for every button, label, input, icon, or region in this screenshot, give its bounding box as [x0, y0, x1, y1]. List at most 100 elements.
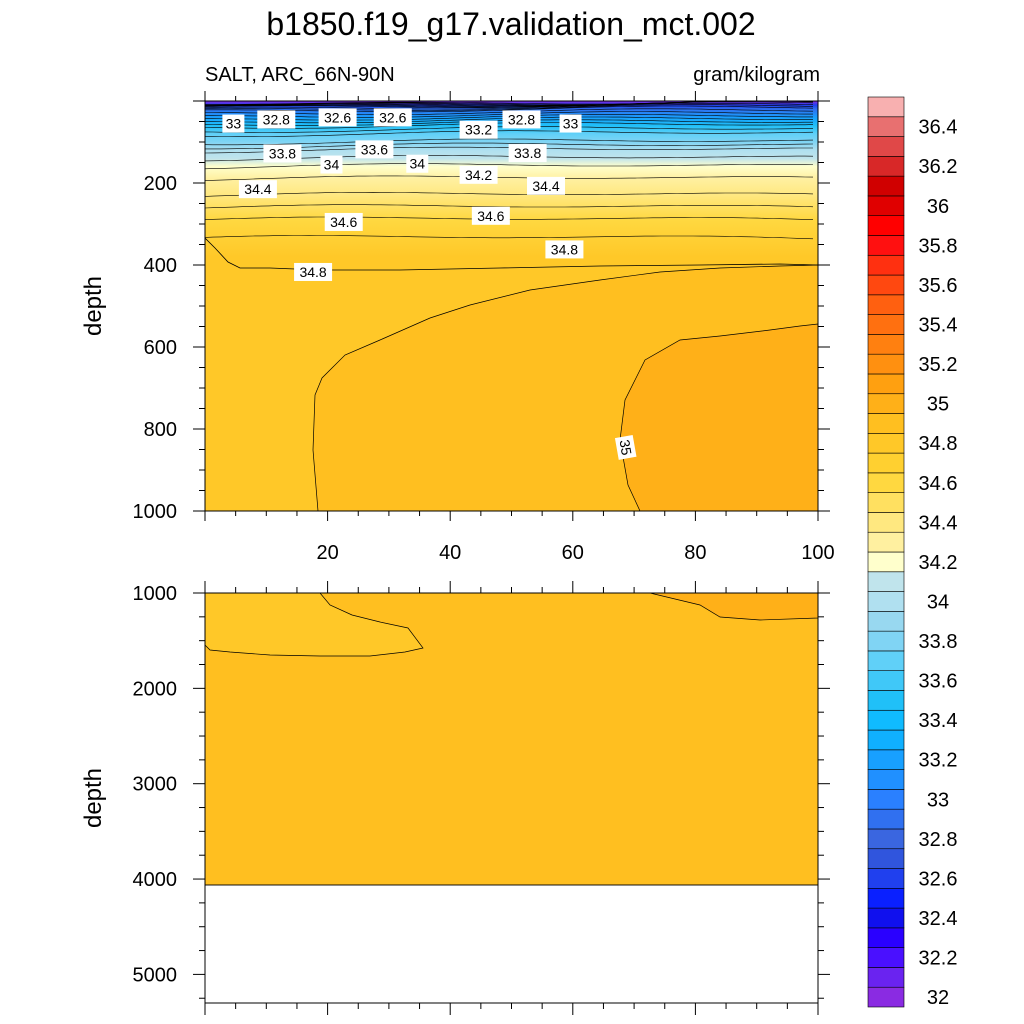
- contour-label-box: [545, 240, 584, 259]
- contour-label: 32.6: [373, 108, 412, 127]
- colorbar-segment: [867, 531, 905, 553]
- upper-x-tick-label: 40: [439, 542, 461, 564]
- colorbar-segment: [867, 808, 905, 830]
- contour-label-text: 35: [616, 438, 634, 456]
- contour-label-box: [263, 144, 302, 163]
- colorbar-segment: [867, 472, 905, 493]
- contour-label-box: [527, 176, 566, 195]
- contour-label-box: [373, 108, 412, 127]
- colorbar-segment: [867, 571, 905, 592]
- colorbar-segment: [867, 314, 905, 335]
- colorbar-segment: [867, 848, 905, 869]
- upper-y-tick-label: 400: [144, 255, 177, 277]
- lower-region-34.8-lens: [205, 593, 424, 657]
- contour-label: 33.8: [508, 144, 547, 163]
- upper-x-tick-label: 100: [801, 542, 834, 564]
- upper-contour-line: [205, 163, 814, 170]
- upper-contour-line: [205, 101, 814, 108]
- contour-label-box: [559, 114, 582, 133]
- colorbar-label: 33.4: [919, 710, 958, 732]
- colorbar-label: 32.6: [919, 868, 958, 890]
- colorbar-segment: [867, 512, 905, 533]
- colorbar-label: 32: [927, 987, 949, 1009]
- colorbar-segment: [867, 294, 905, 315]
- colorbar-label: 33.2: [919, 750, 958, 772]
- colorbar-segment: [867, 215, 905, 236]
- upper-contour-line: [205, 191, 814, 197]
- colorbar-segment: [867, 96, 905, 118]
- colorbar-label: 32.2: [919, 948, 958, 970]
- contour-label: 34.4: [238, 180, 277, 199]
- colorbar-segment: [867, 868, 905, 889]
- contour-label-text: 33: [226, 116, 242, 132]
- colorbar-label: 35.8: [919, 235, 958, 257]
- colorbar-segment: [867, 591, 905, 612]
- contour-label-text: 33: [563, 116, 579, 132]
- colorbar-label: 33: [927, 789, 949, 811]
- colorbar-label: 36.2: [919, 156, 958, 178]
- contour-label: 34.2: [459, 165, 498, 184]
- contour-label: 33.2: [459, 120, 498, 139]
- lower-y-axis-label: depth: [80, 768, 107, 828]
- colorbar-segment: [867, 116, 905, 137]
- colorbar-segment: [867, 630, 905, 652]
- upper-x-tick-label: 20: [316, 542, 338, 564]
- left-subtitle: SALT, ARC_66N-90N: [205, 64, 395, 86]
- upper-contour-line: [205, 101, 814, 108]
- contour-label: 34.8: [294, 262, 333, 281]
- upper-contour-line: [205, 105, 814, 113]
- upper-contour-34.8: [205, 237, 818, 271]
- contour-label-box: [294, 262, 333, 281]
- contour-label-text: 32.6: [379, 109, 406, 125]
- colorbar-label: 34.6: [919, 473, 958, 495]
- lower-y-tick-label: 4000: [133, 869, 178, 891]
- contour-label-text: 33.8: [514, 145, 541, 161]
- contour-label-text: 34.4: [532, 178, 559, 194]
- contour-label: 33.8: [263, 144, 302, 163]
- colorbar-segment: [867, 452, 905, 474]
- colorbar-segment: [867, 156, 905, 177]
- colorbar-segment: [867, 789, 905, 810]
- upper-y-tick-label: 600: [144, 337, 177, 359]
- contour-label-text: 34: [324, 157, 340, 173]
- colorbar-label: 32.8: [919, 829, 958, 851]
- contour-label: 34.4: [527, 176, 566, 195]
- lower-y-tick-label: 3000: [133, 774, 178, 796]
- contour-label-text: 32.8: [508, 111, 535, 127]
- colorbar-segment: [867, 986, 905, 1008]
- colorbar-segment: [867, 373, 905, 395]
- colorbar-segment: [867, 650, 905, 671]
- contour-label-text: 33.2: [465, 122, 492, 138]
- colorbar-label: 33.6: [919, 671, 958, 693]
- contour-label-box: [320, 155, 343, 174]
- contour-label: 32.8: [257, 110, 296, 129]
- contour-label-box: [459, 120, 498, 139]
- upper-contour-line: [205, 175, 814, 181]
- chart-title: b1850.f19_g17.validation_mct.002: [266, 6, 755, 42]
- upper-contour-labels: 33 32.8 32.6 32.6 33.2 32.8 33 33.8 33.6 34 34 34.2…: [222, 108, 637, 460]
- colorbar-segment: [867, 551, 905, 573]
- colorbar-label: 35.2: [919, 354, 958, 376]
- contour-label-text: 34.6: [330, 214, 357, 230]
- lower-region-35-patch: [649, 593, 818, 621]
- colorbar-label: 35.4: [919, 315, 958, 337]
- colorbar: 32 32.2 32.4 32.6 32.8 33 33.2 33.4 33.6 33.8 34 34…: [867, 96, 958, 1009]
- upper-panel: 20 40 60 80 100 200 400 600 800 1000 33 32.8 32.6 32…: [80, 91, 835, 564]
- colorbar-segment: [867, 769, 905, 790]
- contour-label-text: 34.6: [477, 208, 504, 224]
- contour-label: 33: [559, 114, 582, 133]
- colorbar-segment: [867, 353, 905, 375]
- contour-label-box: [459, 165, 498, 184]
- contour-label-box: [238, 180, 277, 199]
- colorbar-label: 33.8: [919, 631, 958, 653]
- upper-y-tick-label: 800: [144, 419, 177, 441]
- contour-label: 34.8: [545, 240, 584, 259]
- colorbar-label: 34.4: [919, 512, 958, 534]
- colorbar-segment: [867, 967, 905, 988]
- colorbar-segment: [867, 888, 905, 909]
- colorbar-segment: [867, 749, 905, 770]
- upper-contour-line: [205, 130, 814, 137]
- contour-label: 32.6: [318, 108, 357, 127]
- right-subtitle: gram/kilogram: [693, 64, 820, 86]
